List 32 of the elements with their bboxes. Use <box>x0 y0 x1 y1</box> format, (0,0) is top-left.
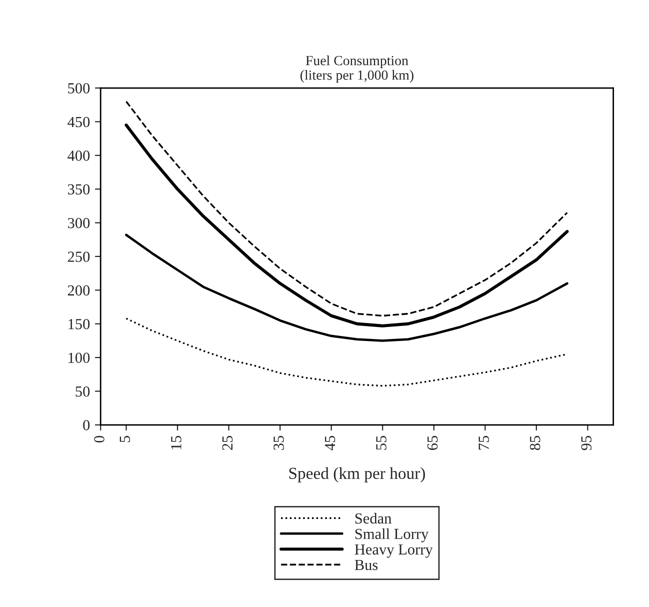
y-tick-label: 50 <box>76 386 90 397</box>
x-tick-label: 85 <box>530 436 540 450</box>
y-tick-label: 450 <box>68 116 90 128</box>
x-tick-label: 0 <box>94 436 104 442</box>
y-tick-label: 100 <box>68 352 90 363</box>
y-tick-label: 250 <box>68 252 90 262</box>
y-tick-label: 200 <box>68 285 90 296</box>
y-tick-label: 0 <box>83 420 90 430</box>
legend-label: Small Lorry <box>355 528 429 542</box>
y-tick-label: 400 <box>68 150 90 161</box>
y-tick-label: 150 <box>68 318 90 330</box>
line-series <box>125 100 568 317</box>
y-tick-label: 300 <box>68 218 90 228</box>
x-tick-label: 65 <box>427 436 438 450</box>
line-series <box>125 234 568 342</box>
legend-label: Sedan <box>355 512 392 524</box>
x-axis-title: Speed (km per hour) <box>289 467 425 482</box>
x-tick-label: 5 <box>120 436 130 442</box>
line-series <box>125 318 568 387</box>
x-tick-label: 35 <box>274 436 284 450</box>
x-tick-label: 25 <box>222 436 233 450</box>
legend-label: Bus <box>354 560 378 570</box>
x-tick-label: 45 <box>324 436 336 450</box>
x-tick-label: 15 <box>171 436 182 450</box>
x-tick-label: 55 <box>376 436 386 450</box>
legend-label: Heavy Lorry <box>354 544 433 558</box>
x-tick-label: 95 <box>581 436 592 450</box>
x-tick-label: 75 <box>478 436 489 450</box>
y-tick-label: 500 <box>68 83 90 94</box>
chart-title: Fuel Consumption (liters per 1,000 km) <box>300 56 414 83</box>
y-tick-label: 350 <box>68 184 90 195</box>
line-series <box>124 124 569 328</box>
